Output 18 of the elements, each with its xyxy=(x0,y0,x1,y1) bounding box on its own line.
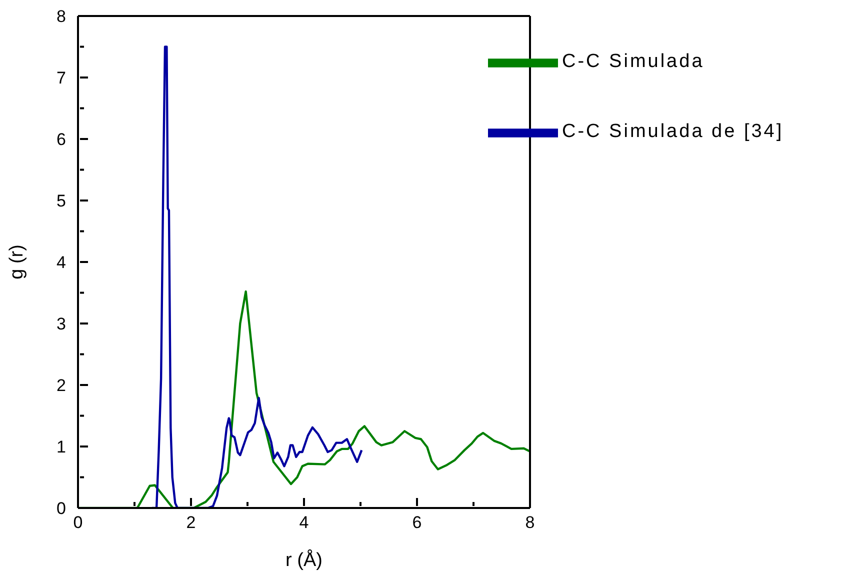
y-tick-label: 1 xyxy=(56,438,66,456)
y-tick-label: 7 xyxy=(56,68,66,88)
x-tick-label: 4 xyxy=(299,513,309,532)
x-tick-label: 8 xyxy=(525,513,535,532)
x-tick-label: 6 xyxy=(412,513,422,532)
x-axis-title: r (Å) xyxy=(286,549,322,571)
y-tick-label: 8 xyxy=(56,7,66,26)
y-tick-label: 2 xyxy=(56,376,66,395)
legend-label: C-C Simulada de [34] xyxy=(562,121,784,142)
y-tick-label: 6 xyxy=(56,130,66,149)
y-tick-label: 0 xyxy=(56,499,66,518)
y-axis-title: g (r) xyxy=(6,244,28,280)
y-tick-label: 4 xyxy=(56,253,66,272)
y-tick-label: 3 xyxy=(56,314,66,334)
x-tick-label: 2 xyxy=(186,513,196,532)
x-tick-label: 0 xyxy=(73,513,83,532)
y-tick-label: 5 xyxy=(56,192,66,210)
legend-label: C-C Simulada xyxy=(562,51,704,72)
